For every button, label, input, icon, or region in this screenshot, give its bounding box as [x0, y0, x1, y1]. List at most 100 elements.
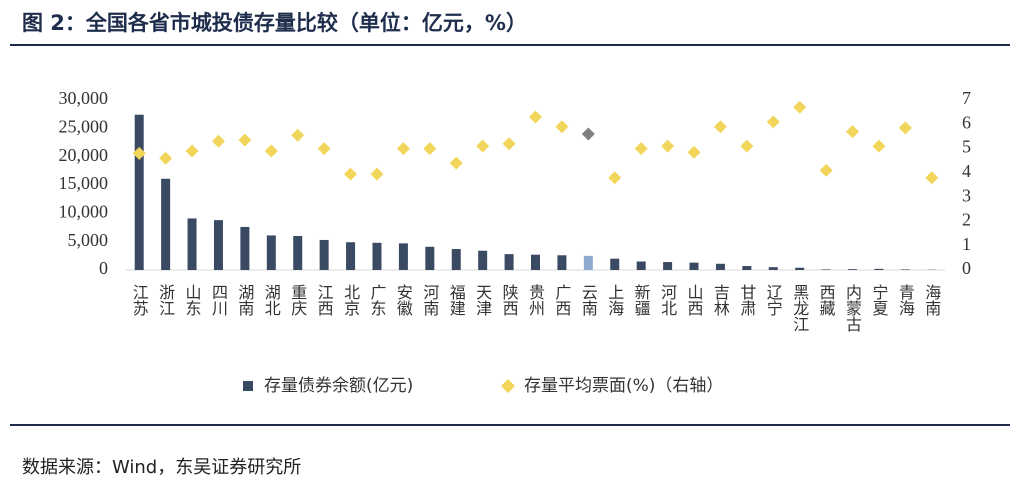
x-tick-label: 福建: [447, 284, 466, 316]
point-diamond: [555, 120, 569, 134]
y-tick-label: 30,000: [59, 88, 109, 108]
x-tick-label: 湖北: [262, 284, 281, 316]
x-tick-label: 辽宁: [764, 284, 783, 316]
point-diamond: [423, 142, 437, 156]
page-title: 图 2：全国各省市城投债存量比较（单位：亿元，%）: [22, 11, 527, 35]
point-diamond: [211, 134, 225, 148]
x-tick-label: 黑龙江: [790, 284, 809, 332]
y2-tick-label: 3: [962, 185, 971, 205]
source: 数据来源：Wind，东吴证券研究所: [22, 457, 301, 478]
y-tick-label: 10,000: [59, 201, 109, 221]
point-diamond: [898, 121, 912, 135]
x-tick-label: 山西: [685, 284, 704, 316]
x-tick-label: 宁夏: [869, 284, 888, 316]
bar: [663, 262, 673, 270]
x-tick-label: 重庆: [288, 284, 307, 316]
x-tick-label: 新疆: [632, 284, 651, 316]
point-diamond: [502, 137, 516, 151]
bar: [742, 266, 752, 270]
y-tick-label: 0: [99, 258, 108, 278]
bar: [293, 236, 303, 270]
y-tick-label: 5,000: [68, 230, 109, 250]
y2-tick-label: 7: [962, 88, 971, 108]
point-diamond: [608, 171, 622, 185]
bar: [795, 267, 805, 270]
legend-label: 存量平均票面(%)（右轴）: [524, 376, 723, 396]
bar: [531, 254, 540, 270]
legend-label: 存量债券余额(亿元): [264, 376, 413, 396]
y-tick-label: 25,000: [59, 116, 109, 136]
y2-tick-label: 2: [962, 210, 971, 230]
bar: [768, 267, 778, 270]
bar: [372, 242, 382, 270]
x-tick-label: 陕西: [500, 284, 519, 316]
y2-tick-label: 1: [962, 234, 971, 254]
bar: [134, 114, 144, 270]
legend-swatch: [501, 379, 515, 393]
x-tick-label: 青海: [896, 284, 915, 316]
point-diamond: [819, 163, 833, 177]
point-diamond: [740, 139, 754, 153]
bar: [689, 262, 699, 270]
x-tick-label: 贵州: [526, 284, 545, 316]
x-tick-label: 吉林: [711, 284, 730, 316]
y-tick-label: 15,000: [59, 173, 109, 193]
point-diamond: [264, 144, 278, 158]
bar: [504, 254, 514, 270]
point-diamond: [238, 133, 252, 147]
x-tick-label: 云南: [579, 284, 598, 316]
bar: [398, 243, 408, 270]
bar: [636, 261, 646, 270]
y2-tick-label: 4: [962, 161, 971, 181]
x-tick-label: 上海: [605, 284, 624, 316]
point-diamond: [185, 144, 199, 158]
legend-swatch: [243, 381, 253, 391]
y2-tick-label: 5: [962, 137, 971, 157]
point-diamond: [687, 145, 701, 159]
point-diamond: [793, 100, 807, 114]
point-diamond: [766, 115, 780, 129]
point-diamond: [529, 110, 542, 124]
x-tick-label: 天津: [473, 284, 492, 316]
x-tick-label: 江西: [315, 284, 334, 316]
x-tick-label: 北京: [341, 284, 360, 317]
point-diamond: [581, 127, 595, 141]
x-tick-label: 山东: [183, 284, 202, 316]
bar: [451, 249, 461, 270]
x-tick-label: 四川: [209, 284, 228, 316]
bar: [240, 226, 250, 270]
point-diamond: [449, 156, 463, 170]
x-tick-label: 内蒙古: [843, 284, 862, 332]
bar: [161, 178, 171, 270]
point-diamond: [713, 120, 727, 134]
bar: [213, 220, 223, 270]
x-tick-label: 浙江: [156, 284, 175, 316]
x-tick-label: 河南: [420, 284, 439, 316]
x-tick-label: 广西: [552, 284, 571, 316]
point-diamond: [159, 151, 173, 165]
x-tick-label: 甘肃: [737, 284, 756, 316]
point-diamond: [132, 146, 146, 160]
bar: [715, 263, 725, 270]
bar: [425, 246, 435, 270]
y2-tick-label: 6: [962, 112, 971, 132]
x-tick-label: 广东: [367, 284, 386, 316]
y-tick-label: 20,000: [59, 145, 109, 165]
bar: [319, 239, 329, 270]
bar: [557, 255, 567, 270]
point-diamond: [661, 139, 675, 153]
bar: [266, 235, 276, 270]
x-tick-label: 西藏: [817, 284, 836, 317]
point-diamond: [370, 167, 384, 181]
x-tick-label: 安徽: [394, 284, 413, 316]
bar: [821, 269, 831, 270]
point-diamond: [344, 167, 358, 181]
point-diamond: [396, 142, 410, 156]
bar: [346, 242, 356, 270]
bar: [848, 269, 858, 270]
point-diamond: [476, 139, 490, 153]
bar: [478, 250, 488, 270]
y2-tick-label: 0: [962, 258, 971, 278]
x-tick-label: 海南: [922, 284, 941, 316]
